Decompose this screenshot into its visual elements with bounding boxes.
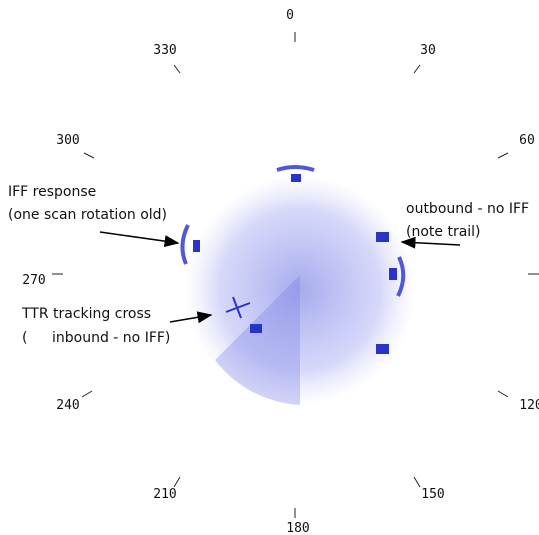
bearing-label: 330 (153, 43, 176, 58)
annotation: IFF response (8, 184, 96, 200)
tick (82, 391, 92, 397)
iff-arc (277, 167, 314, 170)
bearing-label: 30 (420, 43, 436, 58)
annotation: (note trail) (406, 224, 481, 240)
bearing-label: 120 (519, 398, 539, 413)
tick (414, 477, 420, 487)
bearing-label: 180 (286, 521, 309, 535)
bearing-label: 150 (421, 487, 444, 502)
bearing-label: 300 (56, 133, 79, 148)
bearing-label: 270 (22, 273, 45, 288)
annotation: outbound - no IFF (406, 201, 529, 217)
bearing-label: 60 (519, 133, 535, 148)
arrow (402, 242, 460, 245)
tick (174, 65, 180, 73)
blip (376, 232, 389, 242)
tick (498, 391, 508, 397)
annotation: ( (22, 330, 27, 346)
iff-arc (182, 225, 188, 264)
blip (389, 268, 397, 280)
arrow (100, 232, 178, 243)
annotation: TTR tracking cross (21, 306, 151, 322)
blip (376, 344, 389, 354)
annotation: inbound - no IFF) (52, 330, 170, 346)
bearing-label: 210 (153, 487, 176, 502)
blip (193, 240, 200, 252)
tick (84, 153, 94, 158)
tick (174, 477, 180, 487)
radar-screen: 0 30 60 120 150 180 210 240 270 300 330 … (0, 0, 539, 535)
tick (498, 153, 508, 158)
annotation: (one scan rotation old) (8, 207, 167, 223)
bearing-label: 0 (286, 8, 294, 23)
bearing-label: 240 (56, 398, 79, 413)
blip (250, 324, 262, 333)
blip (291, 174, 301, 182)
tick (414, 65, 420, 73)
